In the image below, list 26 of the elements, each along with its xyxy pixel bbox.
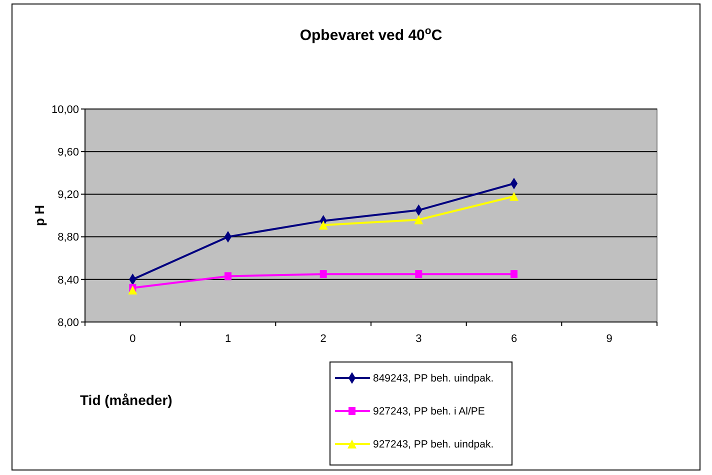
x-tick-label: 2 [320, 333, 326, 345]
point [224, 272, 232, 280]
x-tick-label: 9 [606, 333, 612, 345]
y-tick-label: 8,00 [58, 316, 79, 329]
point [510, 192, 518, 201]
legend-label: 927243, PP beh. uindpak. [373, 438, 494, 451]
point [510, 270, 518, 278]
y-tick-label: 9,20 [58, 189, 79, 202]
point [128, 286, 138, 295]
y-tick-label: 10,00 [51, 104, 79, 116]
point [318, 220, 328, 230]
x-tick-label: 3 [416, 333, 422, 345]
x-tick-label: 0 [130, 333, 136, 345]
legend-label: 849243, PP beh. uindpak. [373, 372, 494, 385]
chart-title: Opbevaret ved 40$^{o}$C [300, 25, 442, 44]
x-tick-label: 6 [510, 333, 518, 345]
y-axis-title: p H [32, 205, 47, 226]
x-tick-label: 1 [224, 333, 232, 345]
legend-label: 927243, PP beh. i Al/PE [373, 406, 485, 418]
y-tick-label: 8,80 [58, 232, 79, 244]
point [414, 215, 424, 224]
y-tick-label: 9,60 [58, 146, 79, 158]
x-axis-title: Tid (måneder) [80, 392, 172, 408]
point [415, 270, 422, 278]
point [320, 270, 327, 278]
y-tick-label: 8,40 [58, 274, 79, 286]
